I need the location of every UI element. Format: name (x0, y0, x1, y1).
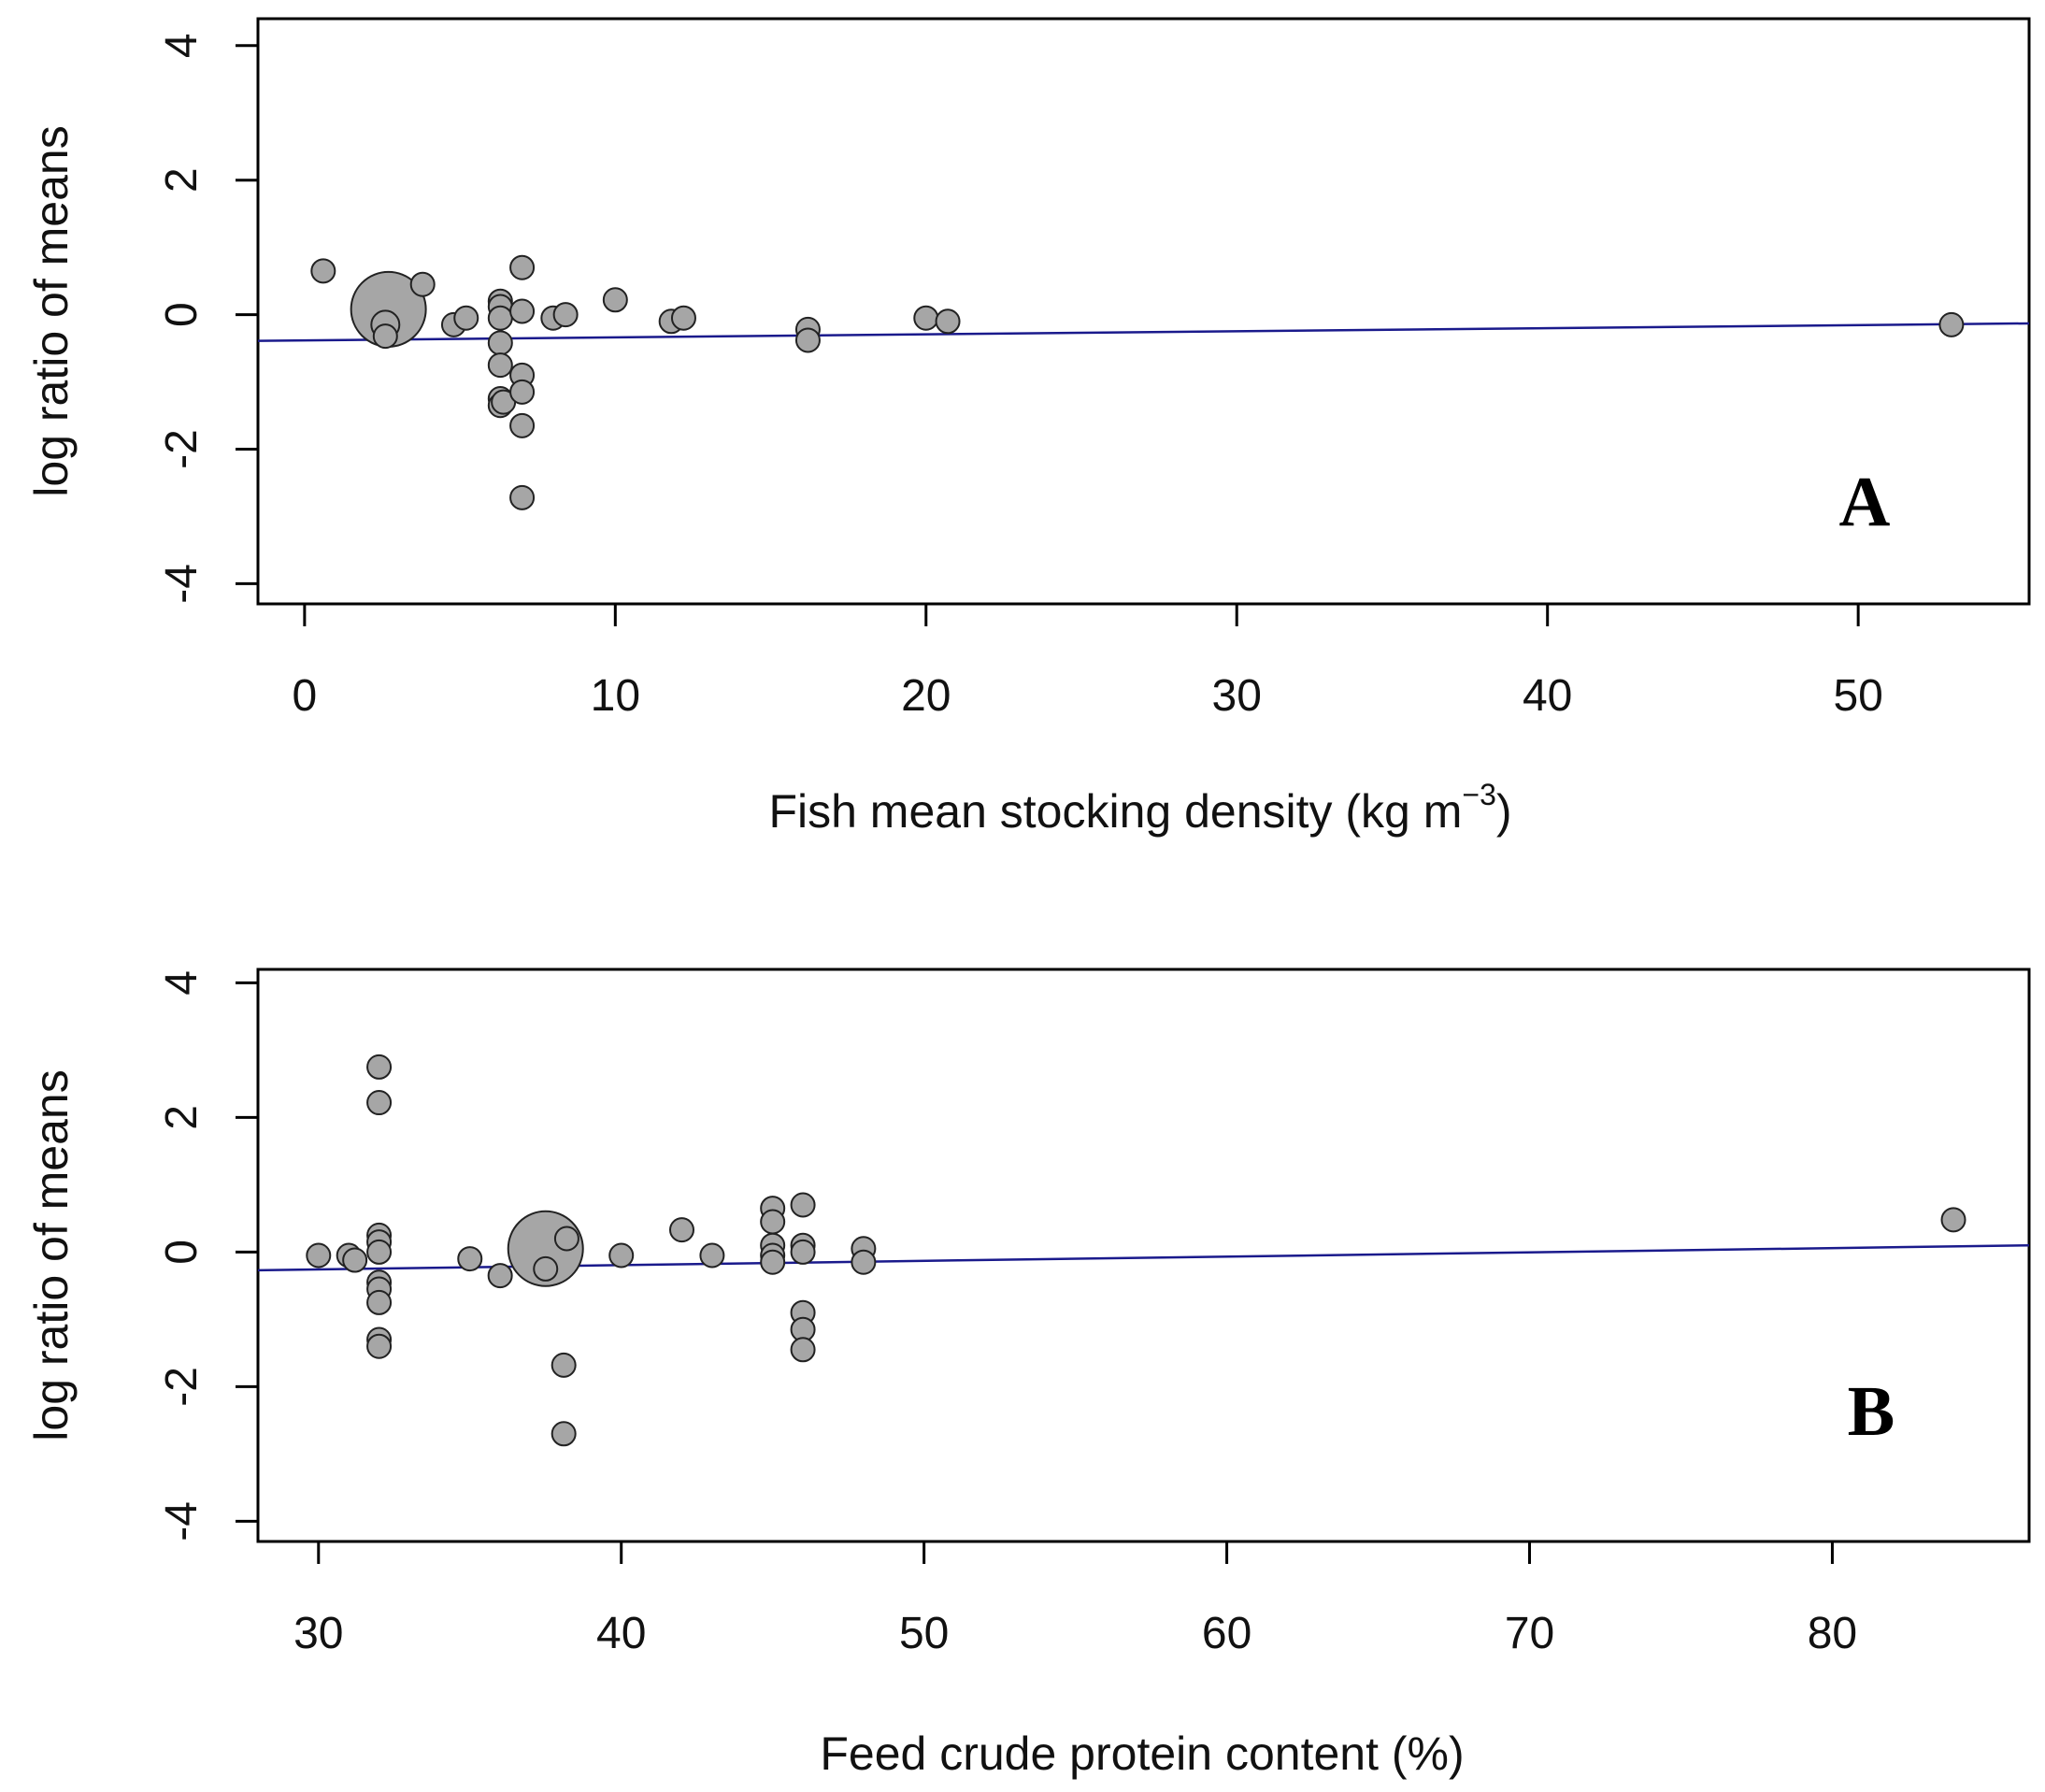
points-a (310, 254, 1965, 510)
y-axis-b: -4 -2 0 2 4 (157, 970, 258, 1541)
data-point-a-9 (487, 305, 513, 331)
data-point-a-0 (310, 258, 336, 284)
plot-frame-a (256, 17, 2031, 606)
y-tick-label-b-0: -4 (157, 1501, 207, 1541)
data-point-a-15 (509, 254, 536, 280)
plot-frame-b (256, 968, 2031, 1543)
data-point-a-16 (509, 298, 536, 324)
data-point-a-6 (453, 305, 479, 331)
y-tick-label-a-1: -2 (157, 429, 207, 469)
y-tick-label-a-0: -4 (157, 564, 207, 604)
data-point-a-1 (372, 323, 398, 350)
x-axis-title-a: Fish mean stocking density (kg m−3) (768, 778, 1511, 838)
y-tick-label-a-2: 0 (157, 302, 207, 327)
data-point-a-4 (409, 271, 436, 297)
data-point-b-33 (790, 1337, 816, 1363)
y-tick-label-b-2: 0 (157, 1240, 207, 1265)
data-point-b-27 (760, 1249, 786, 1275)
y-tick-label-a-3: 2 (157, 167, 207, 193)
y-axis-a: -4 -2 0 2 4 (157, 33, 258, 604)
x-axis-b: 30 40 50 60 70 80 (293, 1541, 1857, 1658)
data-point-b-14 (487, 1263, 513, 1289)
data-point-a-28 (913, 305, 939, 331)
x-tick-label-b-5: 80 (1808, 1609, 1857, 1658)
data-point-b-2 (342, 1247, 368, 1273)
data-point-b-21 (669, 1217, 695, 1243)
data-point-a-18 (509, 379, 536, 405)
x-tick-label-b-0: 30 (293, 1609, 343, 1658)
data-point-b-28 (790, 1192, 816, 1218)
data-point-a-20 (509, 484, 536, 510)
x-tick-label-a-1: 10 (591, 671, 640, 721)
data-point-b-12 (366, 1333, 393, 1359)
data-point-b-30 (790, 1239, 816, 1265)
y-tick-label-b-1: -2 (157, 1367, 207, 1407)
data-point-b-36 (1940, 1207, 1966, 1233)
data-point-b-4 (366, 1090, 393, 1116)
data-point-a-25 (670, 305, 696, 331)
x-axis-title-b: Feed crude protein content (%) (820, 1727, 1464, 1780)
x-tick-label-b-3: 60 (1202, 1609, 1251, 1658)
x-tick-label-a-4: 40 (1523, 671, 1572, 721)
x-tick-label-b-4: 70 (1505, 1609, 1554, 1658)
data-point-a-19 (509, 412, 536, 438)
data-point-a-22 (552, 302, 579, 328)
data-point-b-35 (851, 1249, 877, 1275)
data-point-a-10 (487, 330, 513, 356)
data-point-a-29 (935, 308, 961, 335)
data-point-b-22 (699, 1242, 725, 1269)
data-point-a-30 (1938, 311, 1965, 337)
y-tick-label-a-4: 4 (157, 33, 207, 58)
data-point-a-27 (794, 327, 821, 353)
x-tick-label-b-1: 40 (596, 1609, 646, 1658)
y-tick-label-b-3: 2 (157, 1105, 207, 1130)
data-point-b-15 (533, 1255, 559, 1282)
x-tick-label-a-3: 30 (1212, 671, 1262, 721)
y-axis-title-a: log ratio of means (25, 125, 78, 496)
x-axis-title-a-superscript: −3 (1462, 778, 1495, 811)
data-point-b-24 (760, 1209, 786, 1235)
data-point-b-18 (551, 1352, 577, 1378)
x-tick-label-a-2: 20 (901, 671, 951, 721)
data-point-b-0 (306, 1242, 332, 1269)
data-point-b-7 (366, 1239, 393, 1265)
panel-a: 0 10 20 30 40 50 -4 -2 0 2 4 Fish mean stocking d… (25, 17, 2031, 838)
panel-label-a: A (1839, 463, 1891, 541)
x-tick-label-a-5: 50 (1833, 671, 1882, 721)
x-axis-a: 0 10 20 30 40 50 (293, 604, 1883, 721)
data-point-b-13 (457, 1246, 483, 1272)
data-point-a-23 (602, 287, 628, 313)
data-point-b-19 (551, 1421, 577, 1447)
data-point-b-10 (366, 1289, 393, 1315)
panel-label-b: B (1848, 1372, 1895, 1451)
data-point-b-20 (608, 1242, 635, 1269)
panel-b: 30 40 50 60 70 80 -4 -2 0 2 4 Feed crude protein … (25, 968, 2031, 1780)
x-tick-label-a-0: 0 (293, 671, 318, 721)
y-tick-label-b-4: 4 (157, 970, 207, 996)
points-b (306, 1054, 1966, 1447)
regression-line-a (257, 322, 2030, 342)
y-axis-title-b: log ratio of means (25, 1069, 78, 1441)
x-tick-label-b-2: 50 (899, 1609, 949, 1658)
data-point-b-17 (553, 1226, 579, 1252)
data-point-a-11 (487, 352, 513, 379)
data-point-b-3 (366, 1054, 393, 1080)
